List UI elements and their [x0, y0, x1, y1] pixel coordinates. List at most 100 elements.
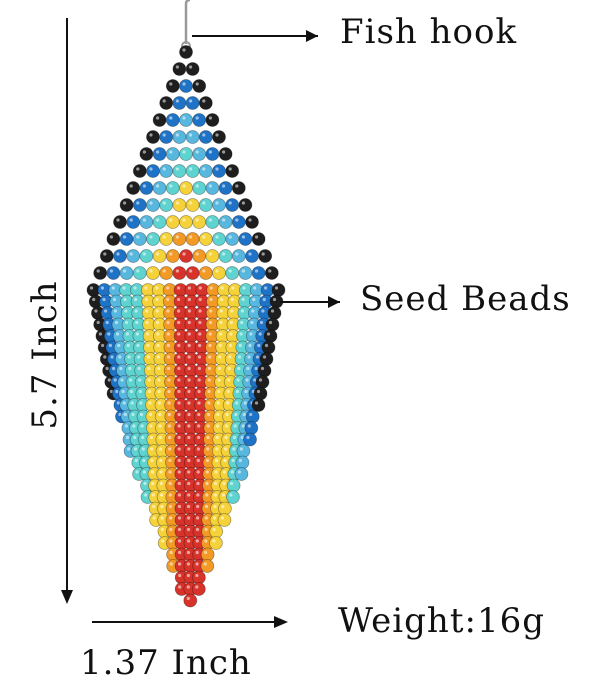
bead [251, 266, 266, 280]
bead-highlight [217, 378, 221, 382]
bead-highlight [158, 447, 163, 451]
bead-highlight [168, 447, 172, 451]
fish-hook-label: Fish hook [340, 12, 518, 52]
bead-highlight [227, 366, 231, 371]
bead-highlight [167, 412, 171, 417]
bead-highlight [162, 201, 166, 205]
bead-highlight [149, 424, 153, 428]
bead-highlight [213, 504, 217, 509]
bead-highlight [239, 332, 243, 336]
bead [185, 164, 200, 178]
bead-highlight [215, 201, 219, 205]
bead-highlight [109, 235, 113, 239]
bead-highlight [157, 378, 161, 382]
bead-highlight [120, 378, 124, 382]
bead-highlight [156, 184, 160, 188]
bead-highlight [264, 343, 269, 348]
bead [179, 113, 193, 127]
bead [192, 147, 207, 161]
bead-highlight [108, 343, 112, 348]
bead [132, 232, 147, 246]
fringe-bead [209, 524, 224, 539]
bead-highlight [230, 309, 234, 313]
bead [238, 198, 253, 212]
bead-highlight [167, 378, 171, 382]
bead-highlight [177, 343, 181, 348]
bead [139, 181, 154, 195]
bead-highlight [168, 458, 172, 463]
bead [172, 130, 187, 144]
bead-highlight [137, 355, 141, 359]
bead-highlight [114, 320, 119, 325]
bead-highlight [202, 269, 206, 273]
bead-highlight [116, 401, 120, 405]
bead-highlight [169, 82, 173, 86]
bead-highlight [169, 539, 173, 543]
bead-highlight [177, 355, 181, 359]
bead-highlight [268, 320, 273, 325]
bead-highlight [177, 401, 181, 405]
bead-highlight [133, 435, 137, 440]
bead-highlight [187, 401, 191, 405]
bead-highlight [167, 424, 171, 428]
bead [179, 249, 193, 263]
bead-highlight [149, 167, 153, 171]
bead-highlight [175, 65, 179, 69]
bead-highlight [123, 201, 127, 205]
bead-highlight [187, 378, 191, 382]
bead [126, 249, 141, 263]
bead-highlight [196, 493, 200, 497]
bead-highlight [208, 343, 212, 348]
bead-highlight [222, 184, 226, 188]
bead-highlight [220, 297, 224, 302]
bead-highlight [228, 201, 232, 205]
bead-highlight [166, 320, 170, 325]
bead-highlight [187, 343, 191, 348]
bead-highlight [158, 435, 162, 440]
bead-highlight [195, 562, 199, 566]
bead-highlight [135, 332, 139, 336]
bead [146, 232, 160, 246]
bead [106, 232, 121, 246]
bead [198, 130, 213, 144]
bead-highlight [161, 539, 165, 543]
bead [139, 249, 154, 263]
bead-highlight [160, 493, 164, 497]
bead-highlight [230, 481, 234, 486]
bead [218, 147, 233, 161]
bead-highlight [125, 332, 129, 336]
bead-highlight [177, 378, 181, 382]
bead [185, 232, 200, 246]
bead [165, 113, 180, 127]
bead-highlight [196, 447, 200, 451]
bead [245, 249, 259, 263]
fringe-bead [217, 513, 232, 527]
bead-highlight [134, 309, 138, 313]
bead-highlight [177, 447, 181, 451]
bead-highlight [129, 252, 133, 256]
bead-highlight [206, 435, 210, 440]
bead [126, 181, 141, 195]
bead-highlight [102, 297, 106, 302]
bead-highlight [196, 516, 200, 520]
bead-highlight [156, 320, 160, 325]
bead-highlight [116, 332, 120, 336]
bead-highlight [146, 343, 150, 348]
bead-highlight [136, 343, 140, 348]
bead-highlight [178, 539, 182, 543]
bead-highlight [215, 167, 219, 171]
bead-highlight [232, 447, 236, 451]
bead-highlight [149, 201, 153, 205]
bead [159, 164, 174, 178]
bead-highlight [235, 252, 239, 256]
bead-highlight [204, 539, 208, 543]
bead-highlight [202, 133, 206, 137]
bead-highlight [228, 235, 232, 239]
bead [99, 249, 114, 263]
bead-highlight [177, 504, 181, 509]
bead-highlight [175, 99, 179, 103]
bead-highlight [254, 366, 258, 371]
bead-highlight [198, 309, 202, 313]
bead-highlight [240, 320, 244, 325]
